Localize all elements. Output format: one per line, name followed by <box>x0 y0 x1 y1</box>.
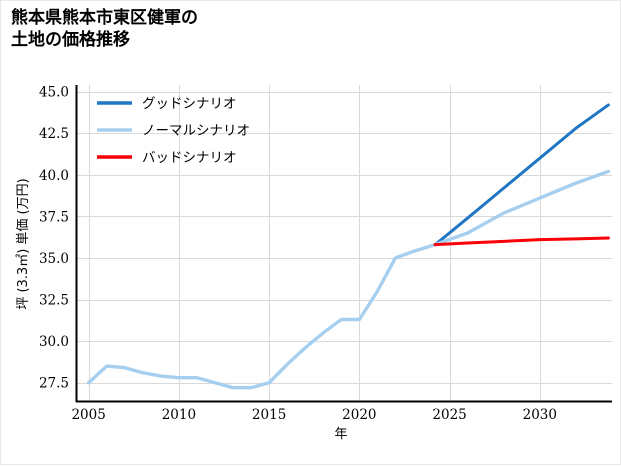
x-axis-tick-labels: 2005 2010 2015 2020 2025 2030 <box>71 407 557 423</box>
y-axis-title: 坪 (3.3㎡) 単価 (万円) <box>15 178 31 309</box>
y-tick-label: 40.0 <box>39 168 69 184</box>
legend-label-2: バッドシナリオ <box>142 150 237 166</box>
y-tick-label: 45.0 <box>39 85 69 101</box>
series-line-バッドシナリオ <box>433 236 610 247</box>
horizontal-gridlines <box>76 92 612 384</box>
series-lines <box>86 103 611 390</box>
x-tick-label: 2025 <box>432 407 466 423</box>
x-tick-label: 2015 <box>252 407 286 423</box>
page-title: 熊本県熊本市東区健軍の 土地の価格推移 <box>11 8 198 50</box>
series-line-ノーマルシナリオ <box>86 169 611 390</box>
y-tick-label: 32.5 <box>39 293 69 309</box>
x-tick-label: 2020 <box>342 407 376 423</box>
y-tick-label: 35.0 <box>39 251 69 267</box>
y-tick-label: 37.5 <box>39 209 69 225</box>
vertical-gridlines <box>89 85 541 401</box>
x-axis-title: 年 <box>334 427 347 442</box>
y-axis-tick-labels: 27.5 30.0 32.5 35.0 37.5 40.0 42.5 45.0 <box>39 85 69 392</box>
x-tick-label: 2010 <box>162 407 196 423</box>
y-tick-label: 30.0 <box>39 334 69 350</box>
x-tick-label: 2030 <box>523 407 557 423</box>
series-line-グッドシナリオ <box>433 103 610 247</box>
x-tick-label: 2005 <box>71 407 105 423</box>
y-tick-label: 42.5 <box>39 126 69 142</box>
legend-label-0: グッドシナリオ <box>142 96 237 112</box>
y-tick-label: 27.5 <box>39 376 69 392</box>
legend-label-1: ノーマルシナリオ <box>142 123 250 139</box>
